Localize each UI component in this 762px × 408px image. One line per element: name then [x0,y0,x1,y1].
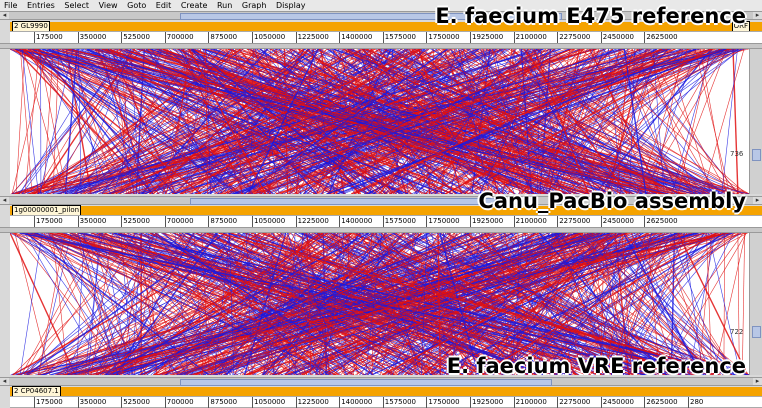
alignment-line [700,49,726,194]
ruler-tick: 350000 [78,32,107,43]
menu-run[interactable]: Run [217,1,232,10]
menu-create[interactable]: Create [181,1,208,10]
ruler-tick: 2450000 [601,32,634,43]
vscrollbar-top[interactable]: 736 [749,49,762,194]
ruler-tick: 175000 [34,32,63,43]
alignment-line [20,233,42,375]
menu-select[interactable]: Select [64,1,89,10]
scroll-thumb[interactable] [190,198,522,205]
alignment-line [733,49,738,194]
ruler-tick: 1750000 [426,397,459,408]
ruler-tick: 1050000 [252,397,285,408]
menu-display[interactable]: Display [276,1,306,10]
ruler-tick: 875000 [208,397,237,408]
ruler-tick: 525000 [121,32,150,43]
ruler-tick: 1050000 [252,32,285,43]
ruler-tick: 1925000 [470,32,503,43]
ruler-tick: 175000 [34,216,63,227]
scroll-right-icon[interactable]: ▸ [753,12,762,19]
track-title-top: E. faecium E475 reference [435,4,746,28]
track-title-bottom: E. faecium VRE reference [447,354,746,378]
alignment-line [16,49,25,194]
ruler-tick: 1225000 [296,397,329,408]
ruler-tick: 700000 [165,32,194,43]
bottom-hscrollbar[interactable]: ◂ ▸ [0,377,762,386]
ruler-tick: 1750000 [426,32,459,43]
ruler-tick: 350000 [78,397,107,408]
menu-view[interactable]: View [99,1,118,10]
ruler-bottom: 175000 350000 525000 700000 875000 1050000 122… [10,396,762,408]
ruler-tick: 1225000 [296,216,329,227]
ruler-tick: 2450000 [601,216,634,227]
scroll-thumb[interactable] [180,379,552,386]
ruler-tick: 875000 [208,32,237,43]
ruler-tick: 2275000 [557,32,590,43]
vscroll-thumb[interactable] [752,149,761,161]
ruler-tick: 1400000 [339,397,372,408]
alignment-line [25,49,39,194]
alignment-line [695,49,730,194]
ruler-tick: 525000 [121,397,150,408]
scroll-right-icon[interactable]: ▸ [753,378,762,385]
menu-graph[interactable]: Graph [242,1,267,10]
ruler-tick: 2625000 [644,216,677,227]
ruler-tick: 280 [688,397,703,408]
vscroll-thumb[interactable] [752,326,761,338]
comparison-plot-top [10,49,750,194]
vscroll-label: 736 [730,150,743,158]
ruler-tick: 700000 [165,397,194,408]
ruler-tick: 350000 [78,216,107,227]
scroll-right-icon[interactable]: ▸ [753,197,762,204]
ruler-tick: 1050000 [252,216,285,227]
menu-edit[interactable]: Edit [156,1,172,10]
ruler-tick: 1925000 [470,216,503,227]
ruler-tick: 1575000 [383,32,416,43]
scroll-left-icon[interactable]: ◂ [0,197,9,204]
ruler-tick: 1575000 [383,397,416,408]
sequence-bar-bottom[interactable]: 2 CP04607.1 [10,387,762,396]
ruler-tick: 525000 [121,216,150,227]
scroll-left-icon[interactable]: ◂ [0,12,9,19]
scroll-left-icon[interactable]: ◂ [0,378,9,385]
ruler-tick: 2625000 [644,397,677,408]
menu-entries[interactable]: Entries [27,1,55,10]
track-title-middle: Canu_PacBio assembly [478,189,746,213]
vscrollbar-bottom[interactable]: 722 [749,233,762,375]
ruler-tick: 1750000 [426,216,459,227]
ruler-tick: 2275000 [557,397,590,408]
vscroll-label: 722 [730,328,743,336]
ruler-tick: 1925000 [470,397,503,408]
ruler-tick: 1400000 [339,216,372,227]
ruler-tick: 2100000 [514,397,547,408]
ruler-tick: 2100000 [514,216,547,227]
menu-goto[interactable]: Goto [127,1,146,10]
menu-file[interactable]: File [4,1,17,10]
ruler-tick: 1575000 [383,216,416,227]
ruler-tick: 2625000 [644,32,677,43]
ruler-tick: 1225000 [296,32,329,43]
ruler-tick: 2450000 [601,397,634,408]
ruler-tick: 875000 [208,216,237,227]
ruler-tick: 2100000 [514,32,547,43]
ruler-tick: 2275000 [557,216,590,227]
ruler-tick: 700000 [165,216,194,227]
ruler-tick: 1400000 [339,32,372,43]
ruler-tick: 175000 [34,397,63,408]
